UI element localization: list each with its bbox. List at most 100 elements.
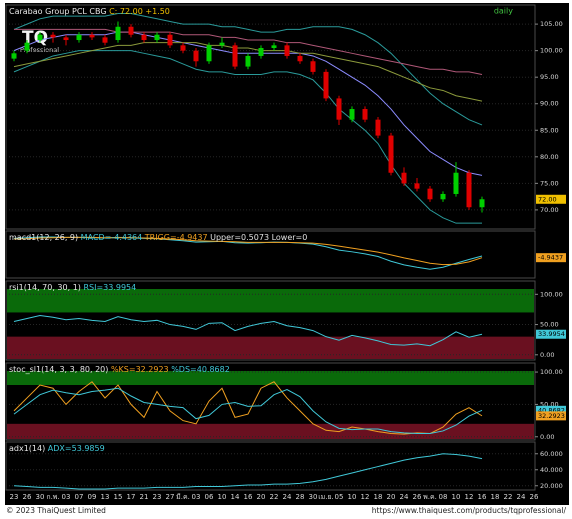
x-tick-label: 18 bbox=[374, 493, 383, 501]
candle-body bbox=[271, 45, 277, 48]
readout: Upper=0.5073 Lower=0 bbox=[210, 233, 307, 242]
y-tick-label: 95.00 bbox=[540, 73, 559, 81]
readout: %KS=32.2923 bbox=[111, 365, 169, 374]
value-marker bbox=[536, 194, 566, 204]
value-marker-label: 32.2923 bbox=[538, 412, 565, 420]
candle-body bbox=[180, 45, 186, 51]
indicator-line bbox=[14, 28, 483, 76]
x-tick-label: 22 bbox=[504, 493, 513, 501]
value-marker-label: 72.00 bbox=[538, 195, 557, 203]
x-tick-label: 03 bbox=[192, 493, 201, 501]
candle-body bbox=[11, 53, 17, 59]
x-tick-label: 16 bbox=[244, 493, 253, 501]
x-tick-label: 26 bbox=[530, 493, 539, 501]
x-tick-label: 24 bbox=[400, 493, 409, 501]
candle-body bbox=[141, 34, 147, 41]
candle-body bbox=[37, 34, 43, 41]
candle-body bbox=[115, 26, 121, 41]
y-tick-label: 100.00 bbox=[540, 368, 563, 376]
candle-body bbox=[362, 109, 368, 120]
panel-title: macd1(12, 26, 9) bbox=[9, 233, 78, 242]
indicator-line bbox=[13, 381, 483, 435]
indicator-line bbox=[13, 12, 483, 126]
panel-title: rsi1(14, 70, 30, 1) bbox=[9, 283, 81, 292]
value-marker-label: 40.8682 bbox=[538, 406, 565, 414]
candle-body bbox=[219, 42, 225, 46]
candle-body bbox=[479, 199, 485, 208]
x-tick-label: 23 bbox=[153, 493, 162, 501]
candle-body bbox=[245, 55, 251, 67]
candle-body bbox=[349, 109, 355, 120]
x-tick-label: 27 bbox=[166, 493, 175, 501]
candle-body bbox=[154, 34, 160, 41]
copyright: © 2023 ThaiQuest Limited bbox=[6, 506, 106, 515]
x-tick-label: 10 bbox=[218, 493, 227, 501]
panel-title: stoc_sl1(14, 3, 3, 80, 20) bbox=[9, 365, 108, 374]
x-tick-label: 12 bbox=[465, 493, 474, 501]
candle-body bbox=[128, 26, 134, 35]
candle-body bbox=[375, 119, 381, 136]
x-tick-label: มี.ค. bbox=[176, 493, 190, 501]
x-tick-label: 15 bbox=[114, 493, 123, 501]
x-tick-label: 10 bbox=[348, 493, 357, 501]
candle-body bbox=[466, 172, 472, 208]
x-tick-label: 26 bbox=[23, 493, 32, 501]
zone bbox=[7, 423, 534, 439]
x-tick-label: 24 bbox=[517, 493, 526, 501]
x-tick-label: 30 bbox=[309, 493, 318, 501]
y-tick-label: 60.000 bbox=[540, 450, 563, 458]
y-tick-label: 50.00 bbox=[540, 400, 559, 408]
x-tick-label: 24 bbox=[283, 493, 292, 501]
y-tick-label: 0.00 bbox=[540, 351, 554, 359]
candle-body bbox=[24, 42, 30, 51]
x-tick-label: 18 bbox=[491, 493, 500, 501]
indicator-line bbox=[13, 387, 483, 435]
url: https://www.thaiquest.com/products/tqpro… bbox=[372, 506, 567, 515]
zone bbox=[7, 289, 534, 313]
panel-header: adx1(14) ADX=53.9859 bbox=[9, 444, 105, 453]
x-tick-label: 30 bbox=[36, 493, 45, 501]
value-marker-label: -4.9437 bbox=[538, 254, 563, 262]
x-tick-label: เม.ย. bbox=[318, 493, 334, 501]
candle-body bbox=[206, 45, 212, 62]
candle-body bbox=[284, 45, 290, 56]
x-tick-label: 17 bbox=[127, 493, 136, 501]
x-tick-label: 14 bbox=[231, 493, 240, 501]
readout: RSI=33.9954 bbox=[83, 283, 136, 292]
x-tick-label: 22 bbox=[270, 493, 279, 501]
y-tick-label: 20.000 bbox=[540, 482, 563, 490]
y-tick-label: 70.00 bbox=[540, 206, 559, 214]
quote: C: 72.00 +1.50 bbox=[109, 7, 170, 16]
candle-body bbox=[50, 34, 56, 38]
value-marker-label: 33.9954 bbox=[538, 330, 565, 338]
readout: MACD=-4.4364 bbox=[81, 233, 143, 242]
value-marker bbox=[536, 405, 566, 415]
candle-body bbox=[63, 37, 69, 41]
x-tick-label: 28 bbox=[296, 493, 305, 501]
y-tick-label: 75.00 bbox=[540, 179, 559, 187]
y-tick-label: 85.00 bbox=[540, 126, 559, 134]
candle-body bbox=[167, 34, 173, 46]
value-marker bbox=[536, 411, 566, 421]
candle-body bbox=[401, 172, 407, 184]
x-tick-label: 26 bbox=[413, 493, 422, 501]
x-tick-label: ก.พ. bbox=[46, 493, 59, 501]
indicator-line bbox=[13, 453, 483, 490]
y-tick-label: 80.00 bbox=[540, 153, 559, 161]
panel-header: macd1(12, 26, 9) MACD=-4.4364 TRIGG=-4.9… bbox=[9, 233, 307, 242]
readout: TRIGG=-4.9437 bbox=[144, 233, 208, 242]
candle-body bbox=[427, 188, 433, 200]
y-tick-label: 0.00 bbox=[540, 433, 554, 441]
x-tick-label: 05 bbox=[335, 493, 344, 501]
candle-body bbox=[310, 61, 316, 72]
y-tick-label: 50.00 bbox=[540, 321, 559, 329]
x-tick-label: 07 bbox=[75, 493, 84, 501]
logo-text: Professional bbox=[20, 46, 59, 54]
panel-title: Carabao Group PCL CBG bbox=[9, 7, 107, 16]
x-tick-label: 10 bbox=[452, 493, 461, 501]
x-tick-label: 20 bbox=[257, 493, 266, 501]
x-tick-label: 13 bbox=[101, 493, 110, 501]
readout: %DS=40.8682 bbox=[171, 365, 230, 374]
x-tick-label: 09 bbox=[88, 493, 97, 501]
